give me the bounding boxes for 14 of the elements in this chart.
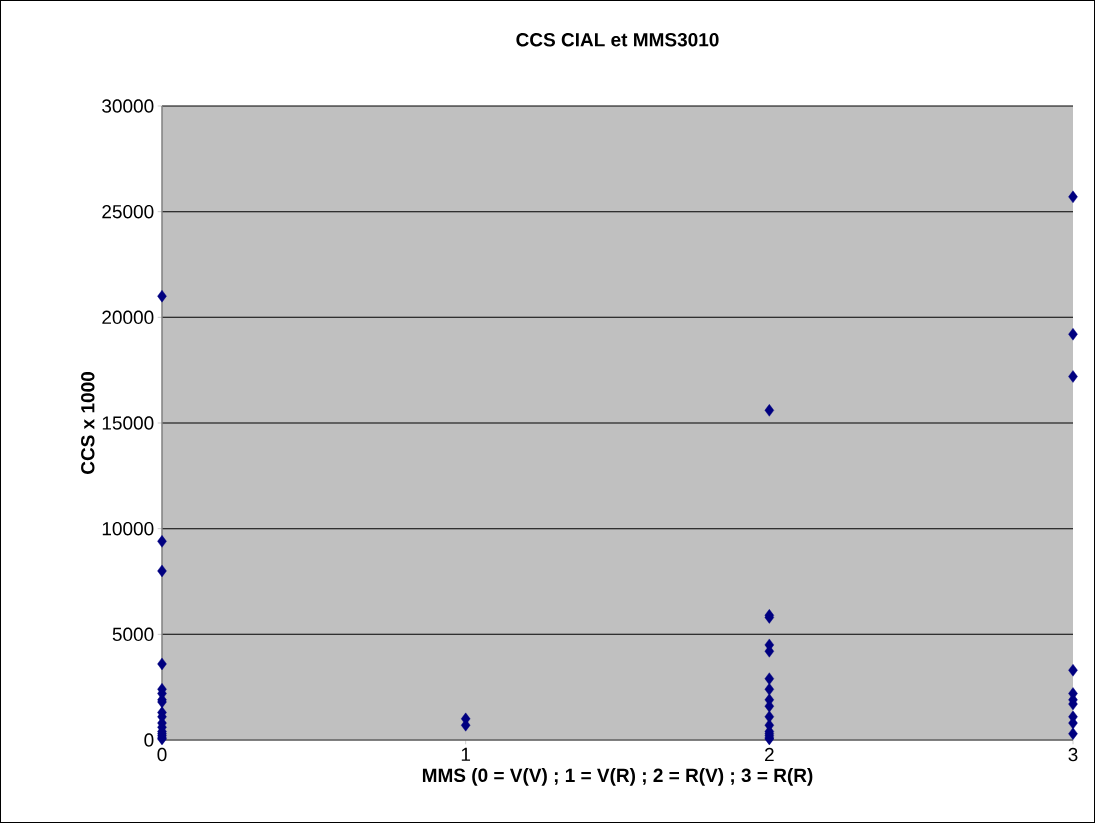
y-tick-label: 25000	[102, 204, 154, 219]
x-tick-label: 3	[1068, 747, 1078, 762]
y-tick-label: 20000	[102, 310, 154, 325]
y-tick-label: 15000	[102, 416, 154, 430]
x-tick-label: 2	[765, 747, 774, 762]
y-axis-title: CCS x 1000	[81, 372, 95, 474]
x-axis-title: MMS (0 = V(V) ; 1 = V(R) ; 2 = R(V) ; 3 = R(R)	[422, 768, 813, 786]
y-tick-label: 30000	[102, 99, 154, 113]
y-tick-label: 10000	[102, 521, 154, 536]
x-tick-label: 0	[157, 747, 167, 762]
x-tick-label: 1	[461, 747, 471, 761]
y-tick-label: 5000	[112, 627, 154, 642]
chart-title: CCS CIAL et MMS3010	[516, 32, 719, 47]
y-tick-label: 0	[144, 733, 154, 747]
